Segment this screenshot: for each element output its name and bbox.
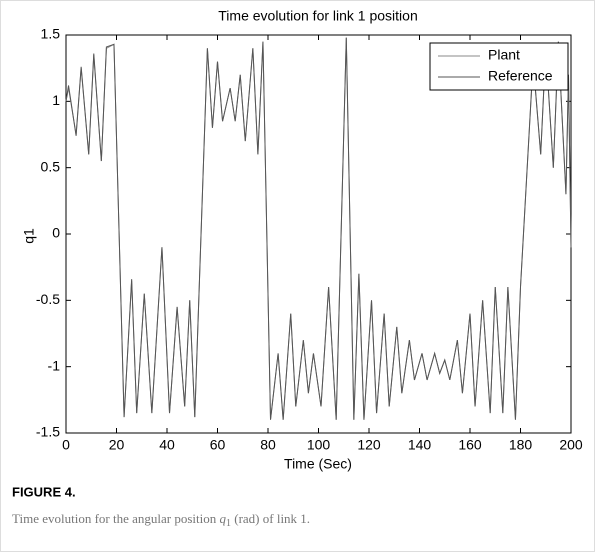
y-tick-label: 0.5 [41, 158, 61, 174]
x-tick-label: 100 [307, 437, 331, 453]
x-tick-label: 120 [357, 437, 381, 453]
x-tick-label: 180 [509, 437, 533, 453]
caption-after: (rad) of link 1. [231, 511, 310, 526]
y-tick-label: -1.5 [36, 424, 60, 440]
caption-symbol: q [220, 511, 227, 526]
x-tick-label: 0 [62, 437, 70, 453]
x-axis-label: Time (Sec) [284, 456, 352, 472]
y-tick-label: 0 [52, 225, 60, 241]
y-axis-label: q1 [21, 228, 37, 244]
y-tick-label: -1 [48, 357, 61, 373]
x-tick-label: 80 [260, 437, 276, 453]
x-tick-label: 60 [210, 437, 226, 453]
y-tick-label: 1 [52, 92, 60, 108]
x-tick-label: 200 [559, 437, 583, 453]
y-tick-label: -0.5 [36, 291, 60, 307]
x-tick-label: 140 [408, 437, 432, 453]
y-tick-label: 1.5 [41, 26, 61, 42]
legend-label: Reference [488, 68, 553, 84]
x-tick-label: 160 [458, 437, 482, 453]
x-tick-label: 40 [159, 437, 175, 453]
x-tick-label: 20 [109, 437, 125, 453]
legend-label: Plant [488, 47, 520, 63]
caption-before: Time evolution for the angular position [12, 511, 220, 526]
caption-subscript: 1 [226, 518, 231, 529]
caption-label: FIGURE 4. [12, 484, 76, 499]
caption-text: Time evolution for the angular position … [12, 511, 310, 529]
chart-title: Time evolution for link 1 position [218, 8, 417, 24]
legend-box [429, 42, 569, 91]
series-line [65, 37, 572, 420]
